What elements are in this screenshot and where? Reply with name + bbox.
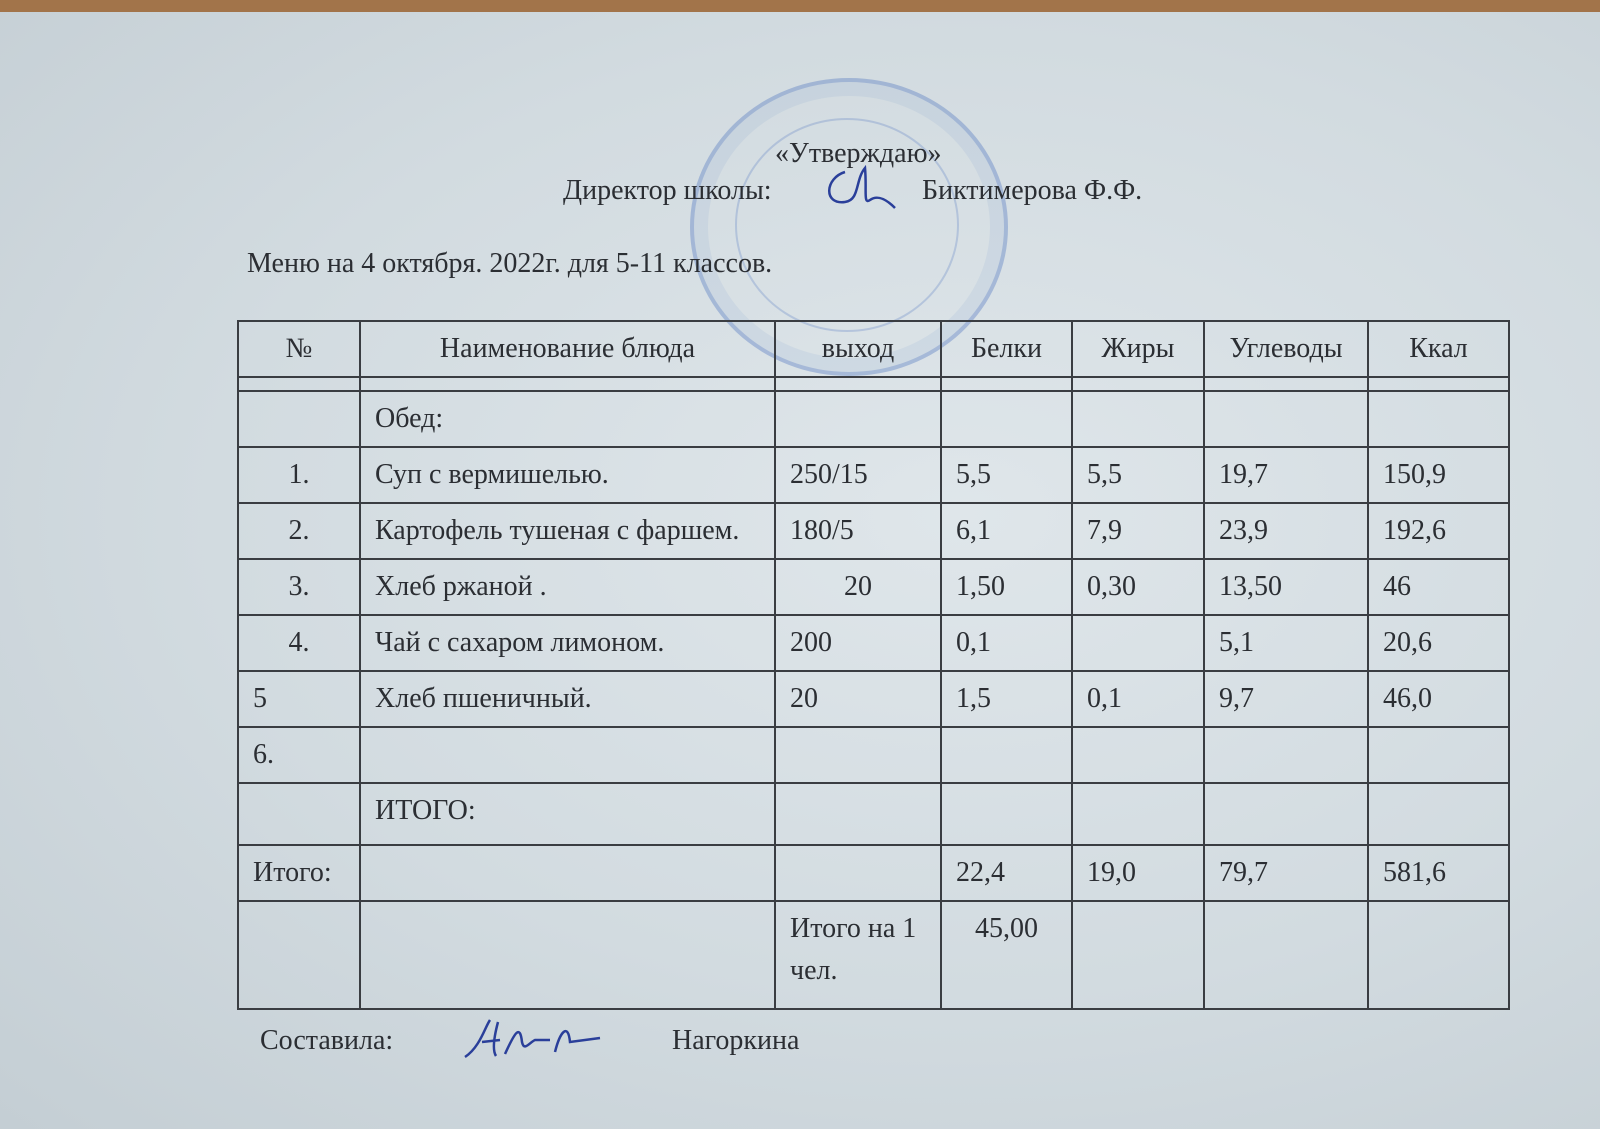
total-fat: 19,0 — [1071, 844, 1205, 902]
total-carbs: 79,7 — [1203, 844, 1369, 902]
cell-num: 6. — [237, 726, 361, 784]
director-name: Биктимерова Ф.Ф. — [922, 175, 1143, 206]
compiled-label: Составила: — [260, 1025, 394, 1056]
itogo-caps-label: ИТОГО: — [359, 782, 776, 846]
per-person-value: 45,00 — [940, 900, 1073, 1010]
table-row: 2. Картофель тушеная с фаршем. 180/5 6,1 7,9… — [237, 502, 1510, 560]
cell-yield: 20 — [774, 558, 942, 616]
total-protein: 22,4 — [940, 844, 1073, 902]
total-kcal: 581,6 — [1367, 844, 1510, 902]
col-carbs: Углеводы — [1203, 320, 1369, 378]
cell-carbs: 23,9 — [1203, 502, 1369, 560]
cell-name: Картофель тушеная с фаршем. — [359, 502, 776, 560]
section-label: Обед: — [359, 390, 776, 448]
col-kcal: Ккал — [1367, 320, 1510, 378]
cell-protein — [940, 726, 1073, 784]
col-yield: выход — [774, 320, 942, 378]
cell-carbs: 5,1 — [1203, 614, 1369, 672]
cell-protein: 0,1 — [940, 614, 1073, 672]
cell-protein: 1,5 — [940, 670, 1073, 728]
cell-num: 3. — [237, 558, 361, 616]
table-row: 6. — [237, 726, 1510, 784]
cell-kcal: 20,6 — [1367, 614, 1510, 672]
itogo-caps-row: ИТОГО: — [237, 782, 1510, 846]
menu-title: Меню на 4 октября. 2022г. для 5-11 класс… — [247, 248, 773, 279]
cell-protein: 5,5 — [940, 446, 1073, 504]
cell-fat: 5,5 — [1071, 446, 1205, 504]
cell-kcal: 46 — [1367, 558, 1510, 616]
per-person-row: Итого на 1 чел. 45,00 — [237, 900, 1510, 1010]
cell-name: Хлеб пшеничный. — [359, 670, 776, 728]
cell-name: Чай с сахаром лимоном. — [359, 614, 776, 672]
cell-num: 4. — [237, 614, 361, 672]
cell-carbs — [1203, 726, 1369, 784]
cell-fat: 0,1 — [1071, 670, 1205, 728]
per-person-label: Итого на 1 чел. — [774, 900, 942, 1010]
cell-name — [359, 726, 776, 784]
total-label: Итого: — [237, 844, 361, 902]
cell-fat: 0,30 — [1071, 558, 1205, 616]
cell-fat — [1071, 726, 1205, 784]
cell-num: 5 — [237, 670, 361, 728]
col-fat: Жиры — [1071, 320, 1205, 378]
cell-kcal: 192,6 — [1367, 502, 1510, 560]
section-row: Обед: — [237, 390, 1510, 448]
cell-fat: 7,9 — [1071, 502, 1205, 560]
cell-fat — [1071, 614, 1205, 672]
cell-carbs: 9,7 — [1203, 670, 1369, 728]
compiler-signature — [464, 1019, 601, 1059]
cell-kcal: 150,9 — [1367, 446, 1510, 504]
approve-text: «Утверждаю» — [775, 138, 942, 169]
table-row: 5 Хлеб пшеничный. 20 1,5 0,1 9,7 46,0 — [237, 670, 1510, 728]
empty-row — [237, 376, 1510, 392]
cell-protein: 1,50 — [940, 558, 1073, 616]
menu-table: № Наименование блюда выход Белки Жиры Уг… — [237, 320, 1510, 1010]
cell-carbs: 19,7 — [1203, 446, 1369, 504]
col-dish-name: Наименование блюда — [359, 320, 776, 378]
compiled-name: Нагоркина — [672, 1025, 800, 1056]
cell-name: Хлеб ржаной . — [359, 558, 776, 616]
table-row: 3. Хлеб ржаной . 20 1,50 0,30 13,50 46 — [237, 558, 1510, 616]
cell-yield: 180/5 — [774, 502, 942, 560]
director-label: Директор школы: — [563, 175, 772, 206]
cell-yield: 250/15 — [774, 446, 942, 504]
table-row: 4. Чай с сахаром лимоном. 200 0,1 5,1 20,6 — [237, 614, 1510, 672]
cell-yield: 20 — [774, 670, 942, 728]
cell-num: 2. — [237, 502, 361, 560]
cell-yield: 200 — [774, 614, 942, 672]
cell-kcal: 46,0 — [1367, 670, 1510, 728]
col-protein: Белки — [940, 320, 1073, 378]
table-row: 1. Суп с вермишелью. 250/15 5,5 5,5 19,7 150,9 — [237, 446, 1510, 504]
cell-name: Суп с вермишелью. — [359, 446, 776, 504]
cell-num: 1. — [237, 446, 361, 504]
total-row: Итого: 22,4 19,0 79,7 581,6 — [237, 844, 1510, 902]
director-signature — [828, 164, 896, 209]
cell-yield — [774, 726, 942, 784]
cell-carbs: 13,50 — [1203, 558, 1369, 616]
cell-kcal — [1367, 726, 1510, 784]
cell-protein: 6,1 — [940, 502, 1073, 560]
table-header-row: № Наименование блюда выход Белки Жиры Уг… — [237, 320, 1510, 378]
col-number: № — [237, 320, 361, 378]
